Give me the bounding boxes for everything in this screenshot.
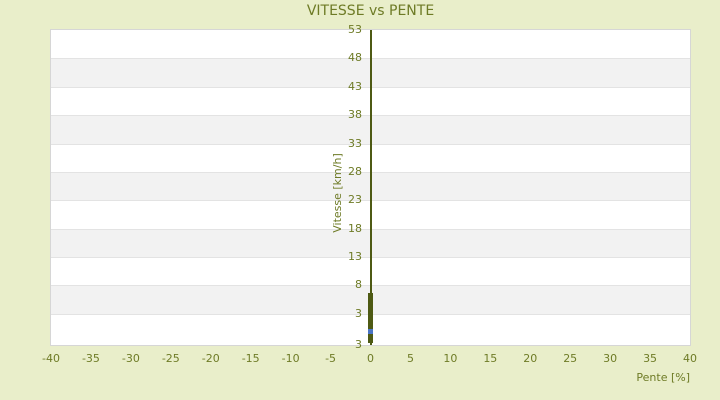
x-tick-label: 15 [483,352,498,365]
plot-area [50,29,691,346]
chart-title: VITESSE vs PENTE [306,3,435,19]
data-point [368,299,373,305]
x-tick-label: 10 [443,352,458,365]
x-tick-label: -20 [201,352,220,365]
y-tick-label: 23 [348,193,362,207]
y-tick-label: 3 [355,306,362,320]
x-tick-label: -30 [121,352,140,365]
x-axis-title: Pente [%] [636,371,690,384]
y-tick-label: 13 [348,250,362,264]
x-tick-label: 40 [683,352,697,365]
x-tick-label: -25 [161,352,180,365]
data-point [368,297,373,303]
data-point [368,303,373,309]
y-tick-label: 38 [348,108,362,122]
y-tick-label: 48 [348,51,362,65]
data-point [368,293,373,299]
x-tick-label: -10 [281,352,300,365]
x-tick-label: 0 [367,352,374,365]
y-axis-bottom-label: 3 [355,338,362,351]
y-tick-label: 18 [348,221,362,235]
zero-axis-line [369,30,372,345]
x-tick-label: 35 [643,352,658,365]
y-tick-label: 8 [355,278,362,292]
x-tick-label: -15 [241,352,260,365]
y-tick-label: 53 [348,23,362,36]
x-tick-label: -5 [325,352,337,365]
y-tick-label: 28 [348,164,362,178]
y-tick-label: 33 [348,136,362,150]
x-tick-label: 5 [406,352,414,365]
x-tick-label: 25 [563,352,578,365]
x-tick-label: -35 [81,352,100,365]
x-tick-label: 30 [603,352,618,365]
data-point [368,306,373,312]
y-tick-label: 43 [348,79,362,93]
data-point [368,329,373,335]
x-tick-label: 20 [523,352,538,365]
x-tick-label: -40 [42,352,60,365]
data-point [368,337,373,343]
